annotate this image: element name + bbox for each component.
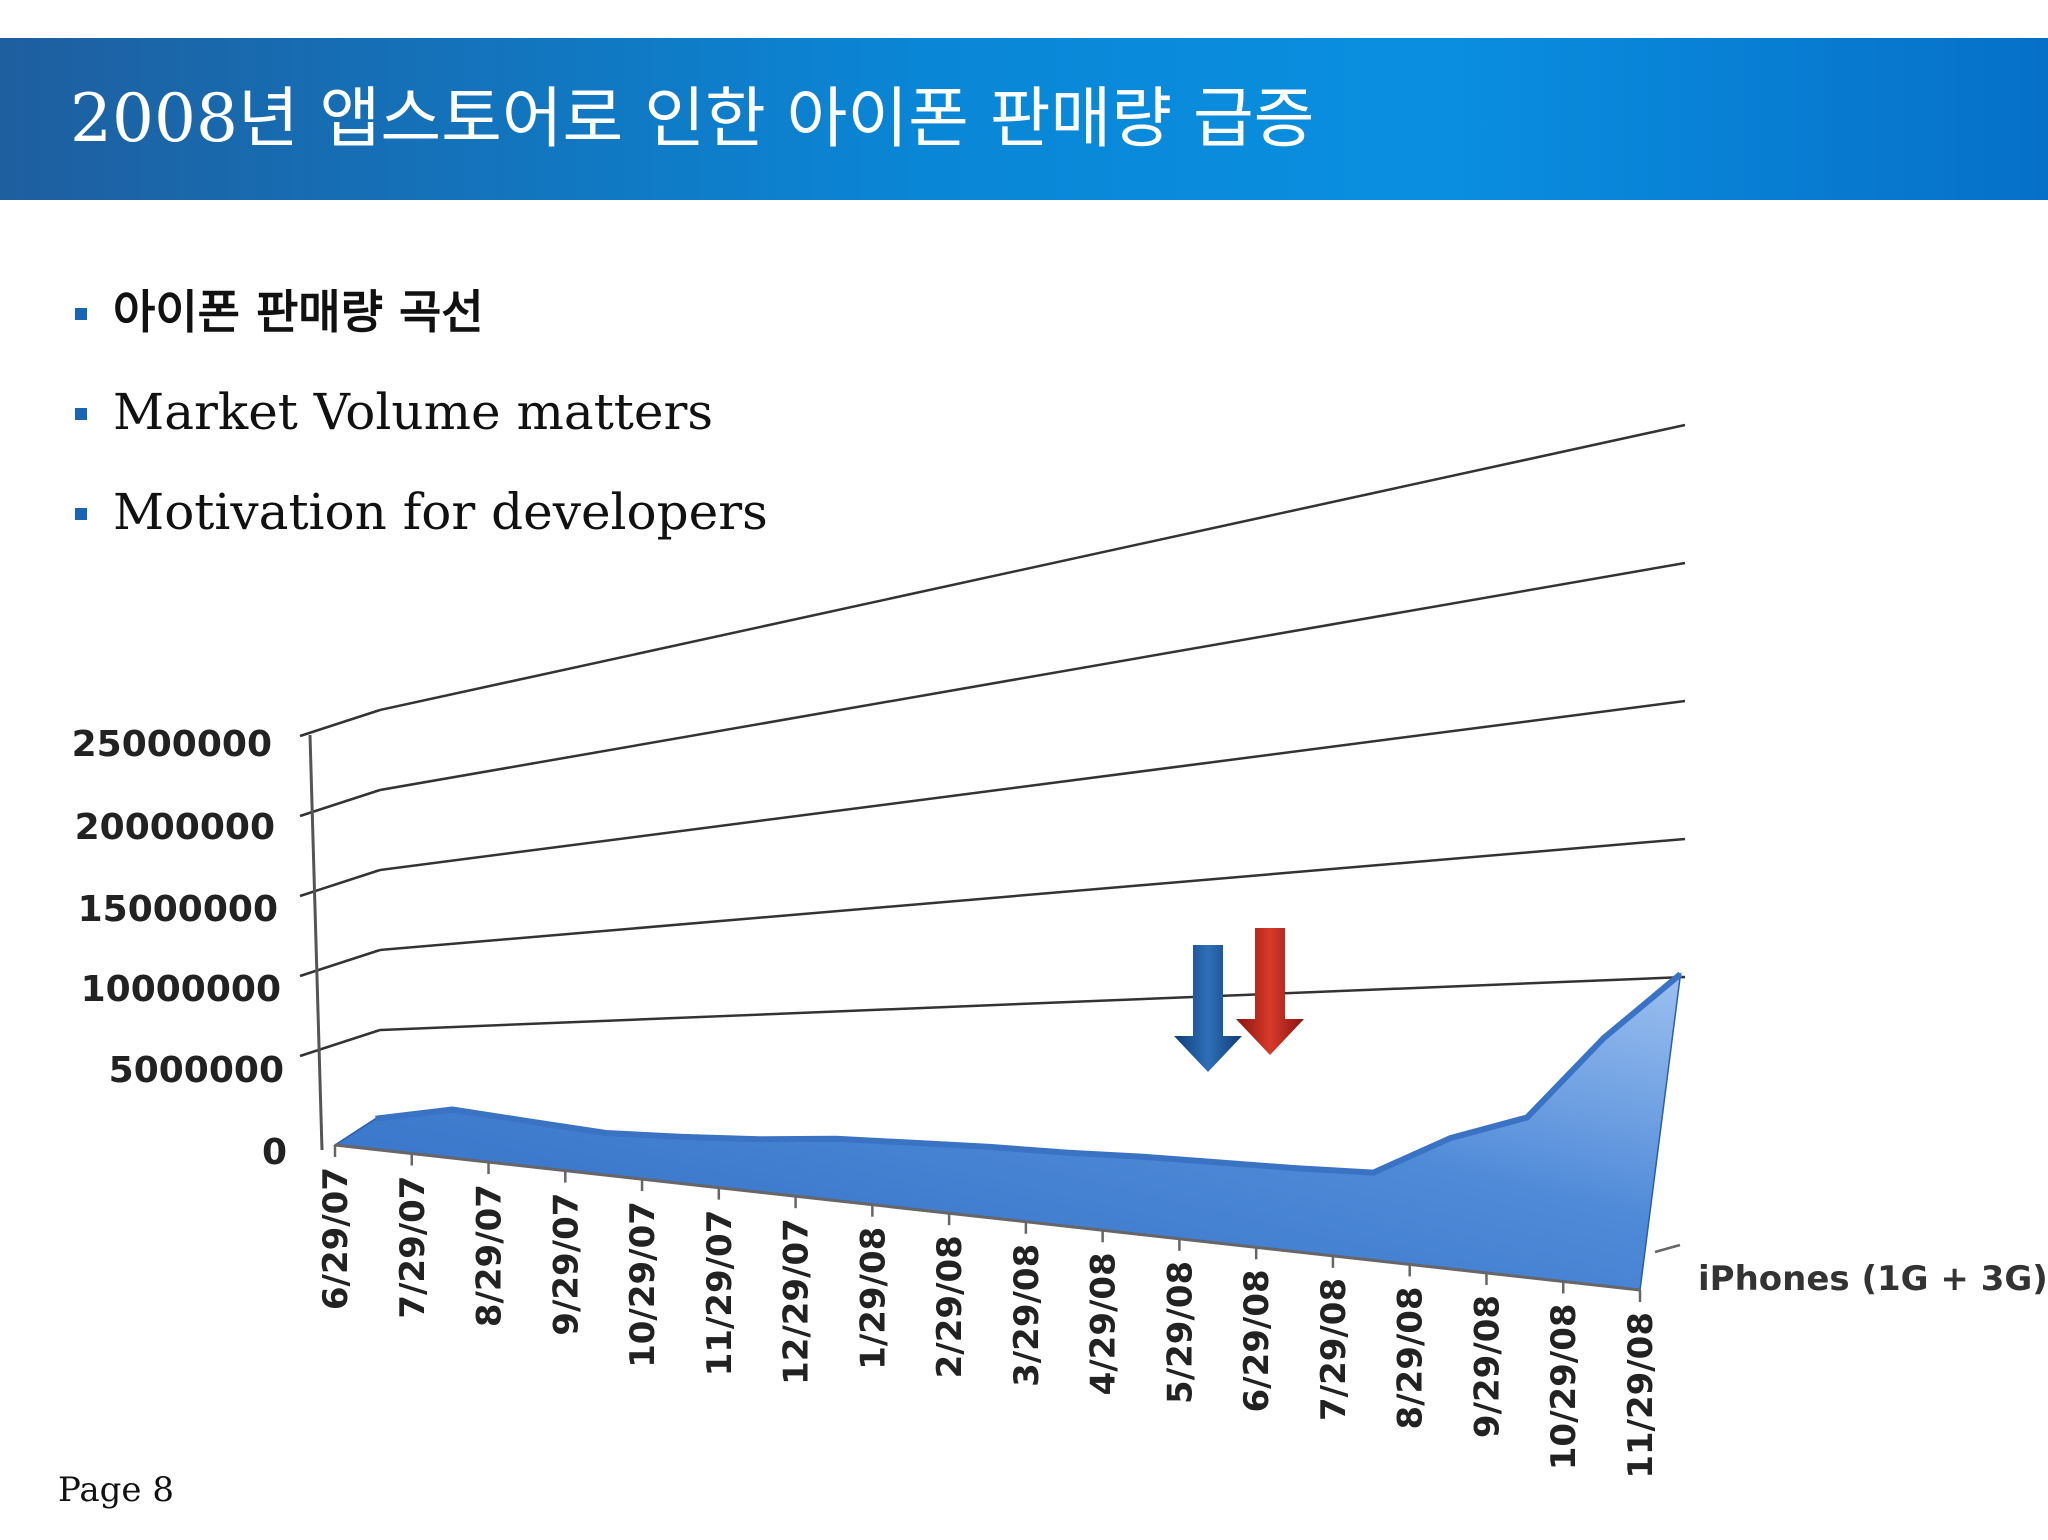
x-tick-label: 9/29/08 xyxy=(1467,1295,1507,1438)
page-number: Page 8 xyxy=(58,1470,174,1510)
bullet-marker xyxy=(75,508,87,520)
gridline xyxy=(379,423,1686,712)
x-tick-label: 9/29/07 xyxy=(546,1193,586,1336)
bullet-text: Market Volume matters xyxy=(113,383,714,441)
x-tick-label: 12/29/07 xyxy=(777,1218,817,1385)
y-tick-label: 25000000 xyxy=(72,724,272,765)
x-tick-label: 11/29/07 xyxy=(700,1210,740,1377)
gridline xyxy=(379,561,1686,792)
y-axis-line xyxy=(308,734,324,1151)
x-axis-line xyxy=(334,1143,1641,1292)
x-tick-label: 1/29/08 xyxy=(853,1227,893,1370)
legend-label: iPhones (1G + 3G) xyxy=(1698,1259,2048,1299)
x-tick-label: 3/29/08 xyxy=(1007,1244,1047,1387)
area-top-edge xyxy=(375,971,1683,1176)
bullet-text: Motivation for developers xyxy=(113,483,768,541)
arrow-red-annotation xyxy=(1236,928,1304,1055)
x-tick-label: 8/29/07 xyxy=(470,1184,510,1327)
y-tick-label: 0 xyxy=(262,1132,287,1173)
x-tick-label: 8/29/08 xyxy=(1391,1286,1431,1429)
x-tick-label: 2/29/08 xyxy=(930,1235,970,1378)
gridline-side xyxy=(299,948,381,978)
x-tick-label: 5/29/08 xyxy=(1160,1261,1200,1404)
slide-title: 2008년 앱스토어로 인한 아이폰 판매량 급증 xyxy=(70,80,1315,157)
gridline xyxy=(379,837,1686,952)
x-tick-label: 10/29/07 xyxy=(623,1201,663,1368)
gridline xyxy=(379,699,1686,872)
y-tick-label: 15000000 xyxy=(78,889,278,930)
y-tick-label: 10000000 xyxy=(81,969,281,1010)
gridline xyxy=(379,975,1686,1032)
x-tick-label: 6/29/08 xyxy=(1237,1269,1277,1412)
y-tick-label: 20000000 xyxy=(75,807,275,848)
title-bar xyxy=(0,38,2048,200)
arrow-blue-annotation xyxy=(1174,945,1242,1072)
x-tick-label: 4/29/08 xyxy=(1084,1252,1124,1395)
x-tick-label: 10/29/08 xyxy=(1544,1303,1584,1470)
x-tick-label: 7/29/08 xyxy=(1314,1278,1354,1421)
bullet-text: 아이폰 판매량 곡선 xyxy=(113,285,484,339)
gridline-side xyxy=(299,1028,381,1058)
x-tick-label: 7/29/07 xyxy=(393,1176,433,1319)
legend-marker xyxy=(1654,1243,1681,1254)
x-tick-label: 6/29/07 xyxy=(316,1167,356,1310)
gridline-side xyxy=(299,868,381,898)
bullet-marker xyxy=(75,408,87,420)
bullet-marker xyxy=(75,308,87,320)
y-tick-label: 5000000 xyxy=(109,1050,284,1091)
gridline-side xyxy=(299,708,381,738)
x-tick-label: 11/29/08 xyxy=(1621,1312,1661,1479)
